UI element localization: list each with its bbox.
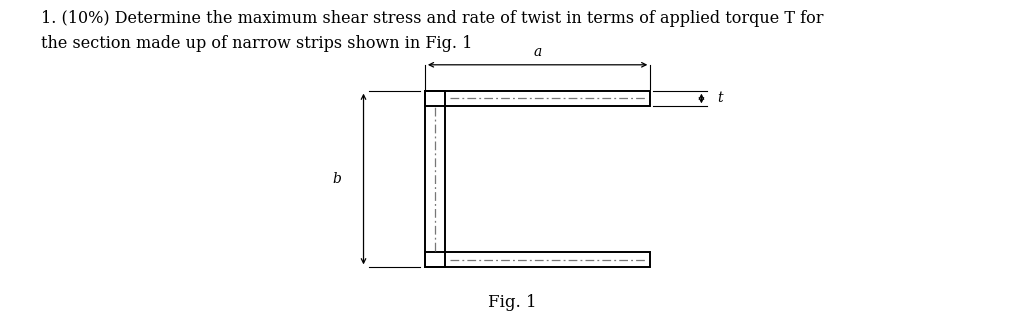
Text: b: b [332,172,341,186]
Text: Fig. 1: Fig. 1 [487,294,537,311]
Text: 1. (10%) Determine the maximum shear stress and rate of twist in terms of applie: 1. (10%) Determine the maximum shear str… [41,10,823,52]
Text: t: t [717,91,722,106]
Text: a: a [534,45,542,59]
